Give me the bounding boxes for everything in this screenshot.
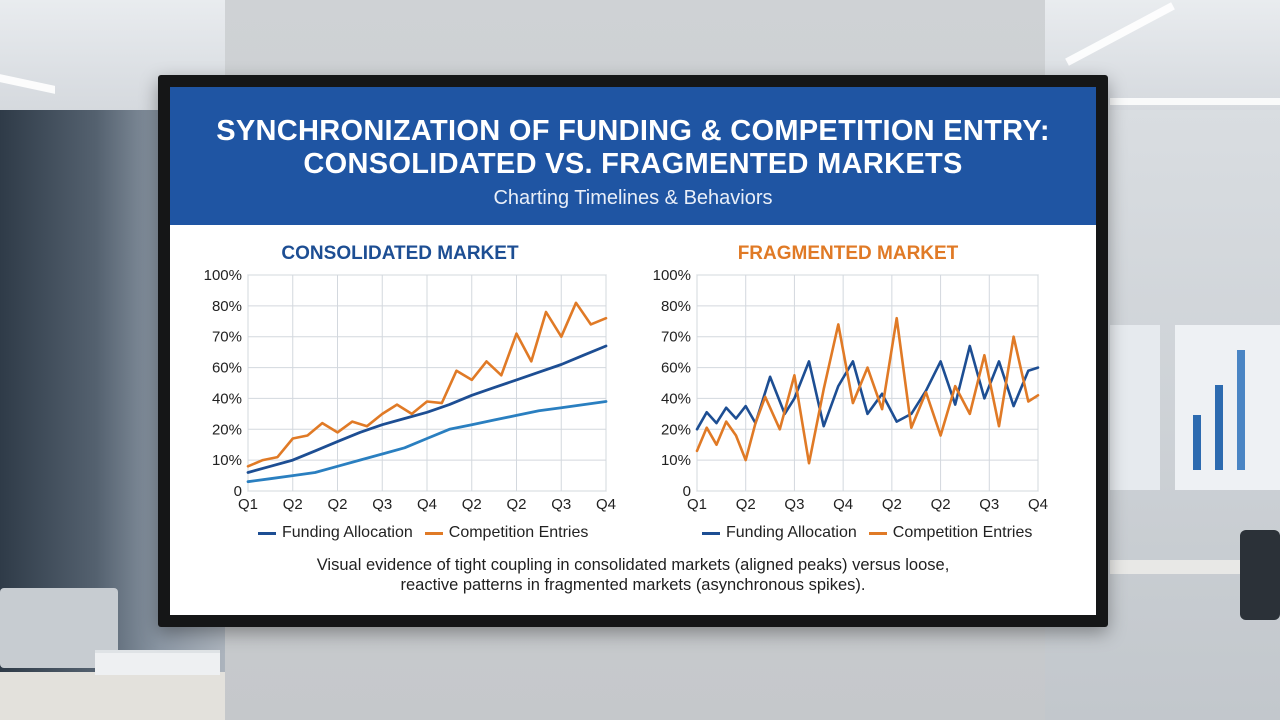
legend-label: Funding Allocation bbox=[726, 524, 857, 541]
fragmented-y-tick-label: 80% bbox=[661, 298, 691, 315]
fragmented-chart-title: FRAGMENTED MARKET bbox=[737, 243, 959, 264]
fragmented-y-tick-label: 70% bbox=[661, 329, 691, 346]
fragmented-x-tick-label: Q4 bbox=[833, 496, 853, 513]
fragmented-x-tick-label: Q3 bbox=[784, 496, 804, 513]
consolidated-y-tick-label: 10% bbox=[212, 452, 242, 469]
consolidated-y-tick-label: 40% bbox=[212, 390, 242, 407]
consolidated-x-tick-label: Q3 bbox=[551, 496, 571, 513]
consolidated-y-tick-label: 70% bbox=[212, 329, 242, 346]
consolidated-y-tick-label: 60% bbox=[212, 360, 242, 377]
consolidated-x-tick-label: Q2 bbox=[462, 496, 482, 513]
legend-label: Competition Entries bbox=[448, 524, 589, 541]
consolidated-y-tick-label: 80% bbox=[212, 298, 242, 315]
fragmented-series-line-competition bbox=[695, 316, 1040, 465]
main-title-line2: CONSOLIDATED VS. FRAGMENTED MARKETS bbox=[303, 148, 963, 180]
fragmented-x-tick-label: Q2 bbox=[931, 496, 951, 513]
caption-line1: Visual evidence of tight coupling in con… bbox=[316, 556, 950, 574]
consolidated-x-tick-label: Q2 bbox=[283, 496, 303, 513]
fragmented-x-tick-label: Q1 bbox=[687, 496, 707, 513]
fragmented-y-tick-label: 40% bbox=[661, 390, 691, 407]
consolidated-y-tick-label: 100% bbox=[204, 267, 242, 284]
background-desk bbox=[1110, 560, 1280, 574]
consolidated-x-tick-label: Q3 bbox=[372, 496, 392, 513]
fragmented-x-tick-label: Q2 bbox=[736, 496, 756, 513]
fragmented-y-tick-label: 60% bbox=[661, 360, 691, 377]
title-banner: SYNCHRONIZATION OF FUNDING & COMPETITION… bbox=[170, 87, 1096, 225]
legend-label: Competition Entries bbox=[892, 524, 1033, 541]
fragmented-series-line-funding bbox=[695, 344, 1040, 431]
legend-swatch-funding bbox=[258, 531, 276, 535]
consolidated-legend: Funding Allocation Competition Entries bbox=[258, 524, 600, 542]
fragmented-plot-frame bbox=[696, 274, 1039, 492]
consolidated-series-line-funding-secondary bbox=[246, 400, 608, 484]
consolidated-x-tick-label: Q4 bbox=[417, 496, 437, 513]
legend-item-competition: Competition Entries bbox=[868, 524, 1033, 542]
background-poster bbox=[1175, 325, 1280, 490]
background-ceiling-light bbox=[1110, 98, 1280, 105]
fragmented-y-tick-label: 20% bbox=[661, 421, 691, 438]
legend-swatch-funding bbox=[702, 531, 720, 535]
fragmented-y-tick-label: 100% bbox=[653, 267, 691, 284]
legend-swatch-competition bbox=[424, 531, 443, 535]
fragmented-x-tick-label: Q2 bbox=[882, 496, 902, 513]
consolidated-x-tick-label: Q2 bbox=[327, 496, 347, 513]
consolidated-x-tick-label: Q1 bbox=[238, 496, 258, 513]
fragmented-x-tick-label: Q3 bbox=[979, 496, 999, 513]
consolidated-series-line-funding bbox=[246, 344, 608, 474]
subtitle: Charting Timelines & Behaviors bbox=[493, 187, 773, 209]
fragmented-y-tick-label: 0 bbox=[683, 483, 691, 500]
legend-label: Funding Allocation bbox=[282, 524, 413, 541]
background-chair bbox=[1240, 530, 1280, 620]
main-title-line1: SYNCHRONIZATION OF FUNDING & COMPETITION… bbox=[216, 115, 1050, 147]
fragmented-legend: Funding Allocation Competition Entries bbox=[702, 524, 1044, 542]
consolidated-series-line-competition bbox=[246, 301, 608, 468]
legend-item-funding: Funding Allocation bbox=[258, 524, 413, 542]
charts-canvas: 0 10% 20% 40% 60% 70% 80% 100% Q1 Q2 Q2 Q3 Q4 Q2 Q2 Q3 Q… bbox=[204, 267, 1048, 513]
background-papers bbox=[95, 650, 220, 675]
main-title: SYNCHRONIZATION OF FUNDING & COMPETITION… bbox=[170, 115, 1096, 181]
background-desk bbox=[0, 672, 225, 720]
fragmented-y-tick-label: 10% bbox=[661, 452, 691, 469]
consolidated-y-tick-label: 20% bbox=[212, 421, 242, 438]
consolidated-x-tick-label: Q4 bbox=[596, 496, 616, 513]
monitor-screen: SYNCHRONIZATION OF FUNDING & COMPETITION… bbox=[170, 87, 1096, 615]
legend-swatch-competition bbox=[868, 531, 887, 535]
legend-item-competition: Competition Entries bbox=[424, 524, 589, 542]
consolidated-chart-title: CONSOLIDATED MARKET bbox=[281, 243, 519, 264]
consolidated-x-tick-label: Q2 bbox=[506, 496, 526, 513]
caption-line2: reactive patterns in fragmented markets … bbox=[400, 576, 866, 594]
fragmented-x-tick-label: Q4 bbox=[1028, 496, 1048, 513]
consolidated-y-tick-label: 0 bbox=[234, 483, 242, 500]
background-poster bbox=[1110, 325, 1160, 490]
chart-caption: Visual evidence of tight coupling in con… bbox=[230, 555, 1036, 595]
legend-item-funding: Funding Allocation bbox=[702, 524, 857, 542]
